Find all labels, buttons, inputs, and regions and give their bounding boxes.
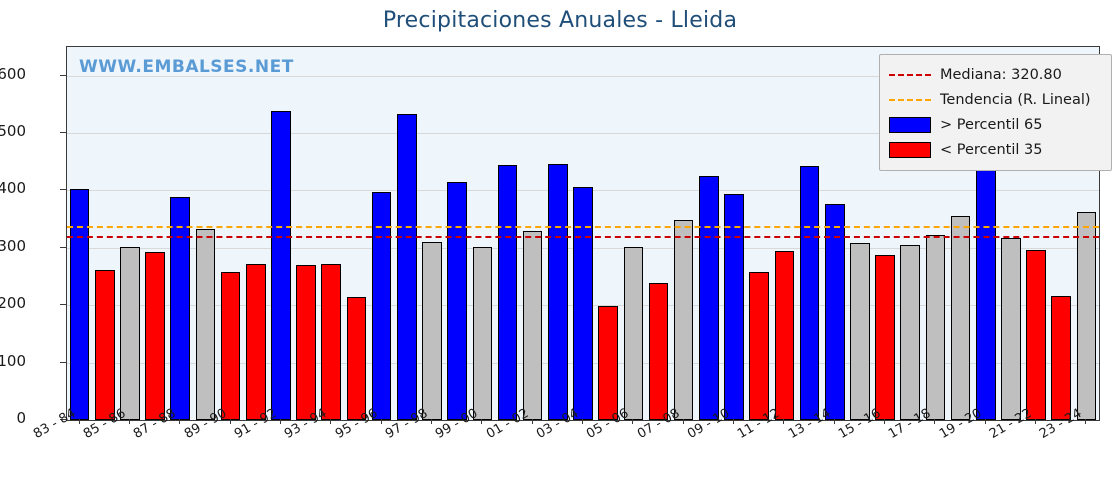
bar [94, 270, 115, 420]
bar [673, 219, 694, 420]
bar [623, 246, 644, 420]
page-title: Precipitaciones Anuales - Lleida [382, 8, 738, 33]
x-axis-tick-mark [1035, 419, 1037, 424]
gridline [67, 75, 1099, 77]
y-axis-tick-mark [60, 246, 66, 248]
y-axis-tick-label: 0 [16, 409, 26, 427]
x-axis-tick-mark [531, 419, 533, 424]
watermark-text: WWW.EMBALSES.NET [79, 57, 294, 77]
x-axis-tick-mark [833, 419, 835, 424]
trend-line [67, 226, 1099, 229]
bar [245, 263, 266, 420]
bar [850, 243, 870, 420]
legend-color-swatch [889, 116, 931, 133]
bar [724, 193, 744, 420]
x-axis-tick-mark [78, 419, 80, 424]
y-axis-tick-mark [60, 74, 66, 76]
legend-item: > Percentil 65 [889, 112, 1102, 137]
y-axis-tick-label: 100 [0, 351, 26, 370]
bar [220, 271, 241, 420]
legend-line-sample [889, 73, 931, 76]
legend-line-sample [889, 98, 931, 101]
bar [145, 251, 165, 420]
y-axis-tick-label: 500 [0, 122, 26, 141]
bar [271, 111, 291, 420]
bar [749, 271, 769, 420]
bar [799, 165, 820, 420]
y-axis-tick-label: 200 [0, 294, 26, 313]
bar [824, 203, 845, 420]
bar [346, 297, 367, 420]
y-axis-tick-label: 600 [0, 64, 26, 83]
bar [548, 164, 568, 420]
x-axis-tick-mark [380, 419, 382, 424]
median-line [67, 235, 1099, 238]
x-axis-tick-mark [682, 419, 684, 424]
x-axis-tick-mark [229, 419, 231, 424]
x-axis-tick-mark [934, 419, 936, 424]
x-axis-tick-mark [984, 419, 986, 424]
bar [875, 254, 895, 420]
bar [447, 181, 467, 420]
bar [1076, 212, 1097, 420]
bar [195, 229, 216, 420]
bar [1051, 296, 1072, 420]
x-axis-tick-mark [1085, 419, 1087, 424]
legend: Mediana: 320.80 Tendencia (R. Lineal) > Pe… [879, 54, 1112, 171]
bar [774, 251, 795, 420]
bar [422, 242, 442, 420]
x-axis-tick-mark [128, 419, 130, 424]
bar [371, 192, 392, 420]
bar [497, 165, 518, 420]
legend-label: > Percentil 65 [940, 116, 1043, 133]
x-axis-tick-mark [179, 419, 181, 424]
y-axis-tick-mark [60, 419, 66, 420]
x-axis: 83 - 84 85 - 86 87 - 88 89 - 90 91 - 92 93 - … [31, 406, 1100, 493]
bar [925, 235, 946, 420]
bar [522, 230, 543, 420]
bar [699, 176, 719, 420]
gridline [67, 133, 1099, 135]
y-axis-tick-mark [60, 361, 66, 363]
legend-label: < Percentil 35 [940, 141, 1043, 158]
y-axis-tick-label: 300 [0, 236, 26, 255]
x-axis-tick-mark [330, 419, 332, 424]
x-axis-tick-label: 83 - 84 [30, 405, 78, 442]
bar [573, 187, 593, 420]
bar [598, 306, 618, 420]
bar [321, 263, 342, 420]
y-axis-tick-mark [60, 304, 66, 306]
bar [900, 244, 921, 420]
bar [170, 196, 191, 420]
bar [396, 113, 417, 420]
plot-inner: WWW.EMBALSES.NET [67, 47, 1099, 420]
legend-color-swatch [889, 141, 931, 158]
legend-item: < Percentil 35 [889, 137, 1102, 162]
bar [69, 188, 90, 420]
x-axis-tick-mark [783, 419, 785, 424]
bar [1001, 237, 1021, 420]
x-axis-tick-mark [279, 419, 281, 424]
legend-label: Tendencia (R. Lineal) [940, 91, 1091, 108]
bar [648, 282, 669, 420]
x-axis-tick-mark [632, 419, 634, 424]
legend-item: Mediana: 320.80 [889, 62, 1102, 87]
bar [296, 264, 316, 420]
y-axis-tick-label: 400 [0, 179, 26, 198]
y-axis-tick-mark [60, 189, 66, 191]
x-axis-tick-mark [884, 419, 886, 424]
x-axis-tick-mark [733, 419, 735, 424]
bar [1026, 250, 1046, 420]
y-axis-tick-mark [60, 132, 66, 134]
legend-label: Mediana: 320.80 [940, 66, 1062, 83]
bar [950, 216, 971, 420]
bar [472, 246, 493, 420]
x-axis-tick-mark [481, 419, 483, 424]
x-axis-tick-mark [582, 419, 583, 424]
legend-item: Tendencia (R. Lineal) [889, 87, 1102, 112]
bar [120, 246, 140, 420]
x-axis-tick-mark [430, 419, 432, 424]
